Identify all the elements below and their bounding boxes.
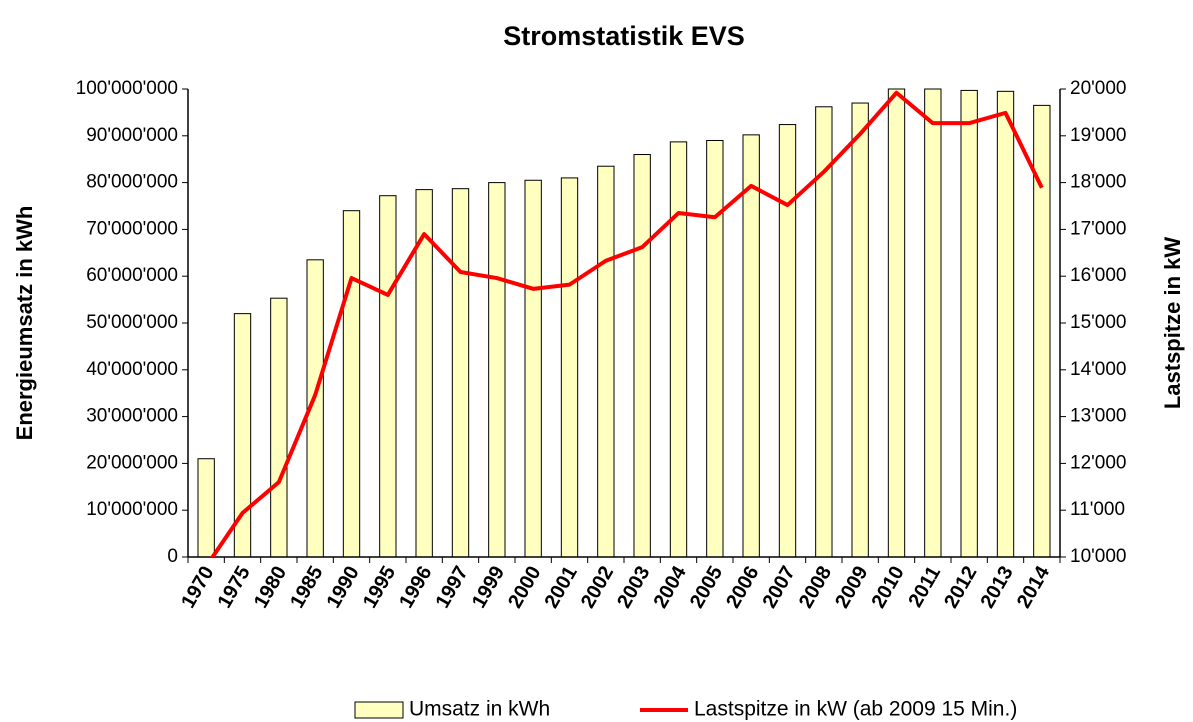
bar — [669, 141, 688, 558]
y-tick-label: 100'000'000 — [76, 78, 178, 99]
x-tick-label: 2011 — [904, 563, 945, 612]
x-tick-label: 2012 — [940, 563, 981, 613]
x-tick-label: 2004 — [650, 562, 692, 612]
x-tick-label: 1999 — [468, 563, 509, 613]
x-tick-label: 2000 — [504, 563, 545, 613]
x-tick-label: 1985 — [286, 563, 327, 613]
chart-title: Stromstatistik EVS — [503, 21, 745, 51]
y2-tick-label: 10'000 — [1070, 546, 1126, 567]
x-tick-label: 1995 — [359, 563, 400, 613]
x-tick-label: 1975 — [214, 563, 255, 613]
bar — [778, 124, 797, 558]
y2-tick-label: 17'000 — [1070, 218, 1126, 239]
bar — [379, 195, 397, 558]
bar — [706, 139, 724, 558]
bar — [451, 188, 470, 558]
y-tick-label: 90'000'000 — [86, 125, 178, 146]
y-tick-label: 30'000'000 — [86, 406, 178, 427]
bar — [887, 88, 906, 558]
y-tick-label: 70'000'000 — [86, 218, 178, 239]
x-tick-label: 2005 — [686, 563, 727, 613]
x-tick-label: 2003 — [613, 563, 654, 613]
x-tick-label: 1997 — [432, 563, 473, 613]
x-tick-label: 2010 — [868, 563, 909, 613]
bar — [960, 89, 978, 558]
x-tick-label: 2013 — [977, 563, 1018, 613]
legend-swatch — [354, 701, 404, 719]
bar — [524, 179, 542, 558]
y-tick-label: 80'000'000 — [86, 172, 178, 193]
y2-tick-label: 14'000 — [1070, 359, 1126, 380]
bar — [342, 210, 361, 558]
y-axis-title: Energieumsatz in kWh — [12, 206, 37, 441]
y2-axis-title: Lastspitze in kW — [1160, 237, 1185, 410]
y-tick-label: 20'000'000 — [86, 452, 178, 473]
y-tick-label: 0 — [167, 546, 178, 567]
bar — [851, 102, 869, 558]
y2-tick-label: 19'000 — [1070, 125, 1126, 146]
y2-tick-label: 13'000 — [1070, 406, 1126, 427]
line — [210, 90, 1044, 557]
bar — [633, 154, 651, 558]
x-tick-label: 1970 — [177, 563, 218, 613]
y2-tick-label: 11'000 — [1070, 499, 1125, 520]
y2-tick-label: 15'000 — [1070, 312, 1126, 333]
bar — [270, 297, 288, 558]
y2-tick-label: 16'000 — [1070, 265, 1126, 286]
y-tick-label: 40'000'000 — [86, 359, 178, 380]
legend-label: Lastspitze in kW (ab 2009 15 Min.) — [694, 698, 1017, 721]
x-tick-label: 2002 — [577, 563, 618, 613]
y2-tick-label: 20'000 — [1070, 78, 1126, 99]
y-tick-label: 50'000'000 — [86, 312, 178, 333]
bar — [742, 134, 760, 558]
x-tick-label: 2006 — [722, 563, 763, 613]
x-tick-label: 2001 — [541, 563, 582, 613]
x-tick-label: 2008 — [795, 563, 836, 613]
bar — [924, 88, 942, 558]
x-tick-label: 2014 — [1013, 562, 1055, 612]
bar — [560, 177, 579, 558]
x-tick-label: 1996 — [395, 563, 436, 613]
legend-label: Umsatz in kWh — [409, 698, 550, 721]
y2-tick-label: 18'000 — [1070, 172, 1126, 193]
x-tick-label: 2007 — [759, 563, 800, 613]
bar — [488, 182, 506, 558]
bar — [996, 90, 1015, 558]
y-tick-label: 60'000'000 — [86, 265, 178, 286]
x-tick-label: 2009 — [831, 563, 872, 613]
y-tick-label: 10'000'000 — [86, 499, 178, 520]
x-tick-label: 1990 — [323, 563, 364, 613]
bar — [597, 165, 615, 558]
x-tick-label: 1980 — [250, 563, 291, 613]
y2-tick-label: 12'000 — [1070, 452, 1126, 473]
bar — [197, 458, 215, 558]
